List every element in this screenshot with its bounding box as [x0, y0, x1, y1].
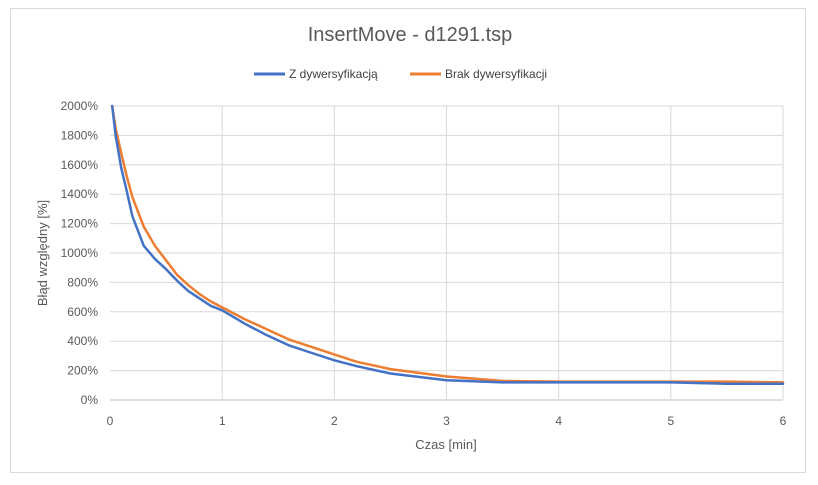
x-tick-label: 5 — [667, 414, 674, 428]
x-tick-label: 3 — [443, 414, 450, 428]
y-axis-ticks: 0% 200% 400% 600% 800% 1000% 1200% 1400% 1600% 18… — [61, 99, 99, 407]
y-axis-title: Błąd względny [%] — [35, 200, 50, 306]
y-tick-label: 1200% — [61, 217, 99, 231]
series-lines — [110, 104, 785, 386]
y-tick-label: 1600% — [61, 158, 99, 172]
x-axis-ticks: 0 1 2 3 4 5 6 — [107, 414, 787, 428]
y-tick-label: 800% — [67, 275, 98, 289]
legend: Z dywersyfikacją Brak dywersyfikacji — [254, 67, 547, 81]
gridlines — [110, 105, 784, 401]
y-tick-label: 600% — [67, 305, 98, 319]
y-tick-label: 200% — [67, 364, 98, 378]
x-tick-label: 6 — [780, 414, 787, 428]
y-tick-label: 400% — [67, 334, 98, 348]
series-line-0 — [110, 104, 785, 386]
x-axis-title: Czas [min] — [415, 437, 476, 452]
y-tick-label: 1800% — [61, 128, 99, 142]
x-tick-label: 2 — [331, 414, 338, 428]
legend-label-z-dywersyfikacja: Z dywersyfikacją — [289, 67, 378, 81]
y-tick-label: 1000% — [61, 246, 99, 260]
legend-label-brak-dywersyfikacji: Brak dywersyfikacji — [445, 67, 547, 81]
x-tick-label: 4 — [555, 414, 562, 428]
x-tick-label: 1 — [219, 414, 226, 428]
chart-title: InsertMove - d1291.tsp — [308, 24, 513, 46]
x-tick-label: 0 — [107, 414, 114, 428]
y-tick-label: 1400% — [61, 187, 99, 201]
y-tick-label: 2000% — [61, 99, 99, 113]
y-tick-label: 0% — [81, 393, 99, 407]
